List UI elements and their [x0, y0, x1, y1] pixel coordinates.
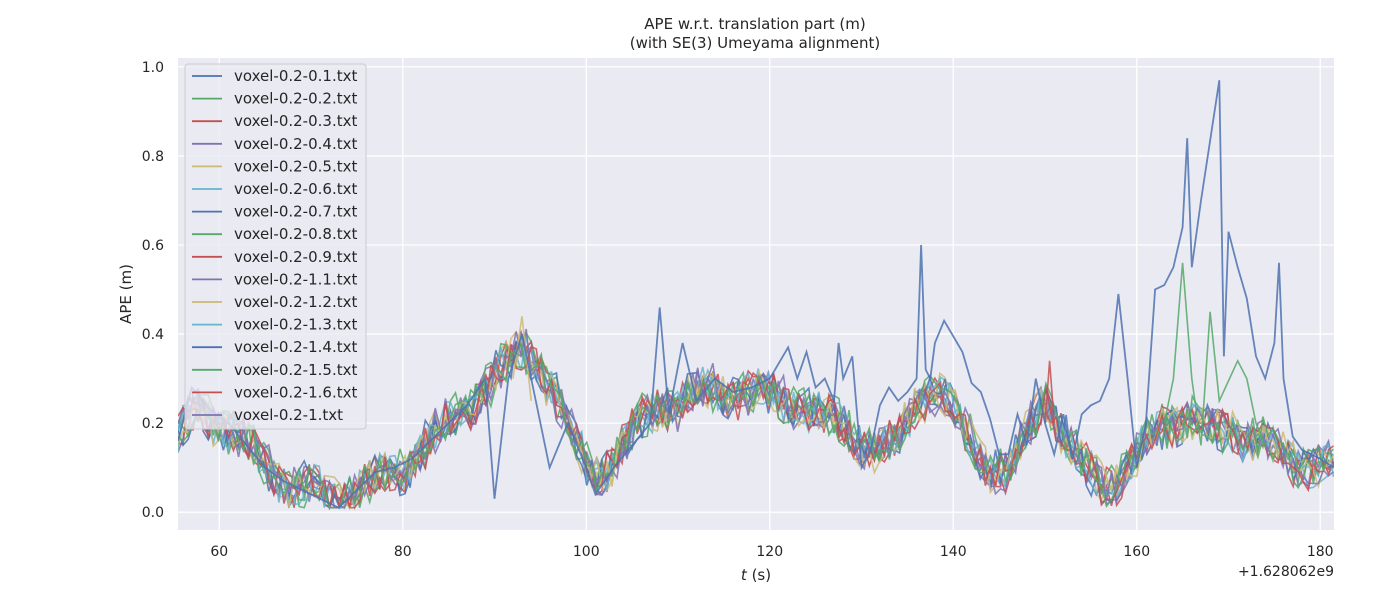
series-line [178, 80, 1334, 509]
x-tick-label: 140 [940, 544, 967, 560]
legend-entry: voxel-0.2-0.1.txt [234, 67, 357, 85]
x-offset-label: +1.628062e9 [1238, 564, 1334, 580]
legend-entry: voxel-0.2-1.1.txt [234, 270, 357, 288]
series-lines [178, 80, 1334, 511]
legend-box [184, 63, 367, 430]
legend-entry: voxel-0.2-0.2.txt [234, 90, 357, 108]
y-tick-label: 1.0 [142, 60, 164, 76]
legend-entry: voxel-0.2-0.5.txt [234, 157, 357, 175]
legend-entry: voxel-0.2-0.3.txt [234, 112, 357, 130]
legend-entry: voxel-0.2-1.txt [234, 406, 343, 424]
legend-entry: voxel-0.2-1.3.txt [234, 316, 357, 334]
legend-entry: voxel-0.2-0.4.txt [234, 135, 357, 153]
grid-lines [178, 58, 1334, 530]
legend-entry: voxel-0.2-1.5.txt [234, 361, 357, 379]
legend-entry: voxel-0.2-0.8.txt [234, 225, 357, 243]
x-axis-label: t (s) [741, 566, 771, 584]
x-tick-label: 160 [1123, 544, 1150, 560]
series-line [512, 316, 532, 401]
x-tick-label: 120 [756, 544, 783, 560]
y-axis-label: APE (m) [117, 264, 135, 324]
x-tick-labels: 60 80 100 120 140 160 180 [210, 544, 1333, 560]
legend: voxel-0.2-0.1.txt voxel-0.2-0.2.txt voxel-… [184, 63, 367, 430]
x-tick-label: 180 [1307, 544, 1334, 560]
x-tick-label: 60 [210, 544, 228, 560]
chart-subtitle: (with SE(3) Umeyama alignment) [630, 34, 881, 52]
series-line [178, 334, 1334, 509]
legend-entry: voxel-0.2-1.2.txt [234, 293, 357, 311]
legend-entry: voxel-0.2-1.6.txt [234, 383, 357, 401]
chart-title: APE w.r.t. translation part (m) [644, 15, 865, 33]
legend-entry: voxel-0.2-0.6.txt [234, 180, 357, 198]
y-tick-label: 0.4 [142, 327, 164, 343]
y-tick-label: 0.2 [142, 416, 164, 432]
y-tick-label: 0.0 [142, 505, 164, 521]
legend-entry: voxel-0.2-0.7.txt [234, 203, 357, 221]
legend-entry: voxel-0.2-0.9.txt [234, 248, 357, 266]
series-line [1044, 360, 1055, 424]
x-tick-label: 100 [573, 544, 600, 560]
legend-entry: voxel-0.2-1.4.txt [234, 338, 357, 356]
series-line [1163, 262, 1266, 446]
y-tick-label: 0.8 [142, 149, 164, 165]
y-tick-labels: 0.0 0.2 0.4 0.6 0.8 1.0 [142, 60, 164, 521]
y-tick-label: 0.6 [142, 238, 164, 254]
x-tick-label: 80 [394, 544, 412, 560]
